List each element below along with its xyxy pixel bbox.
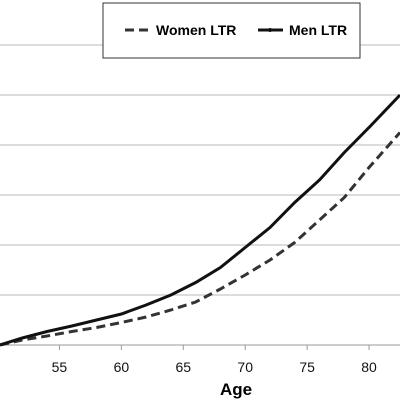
series-line-men-ltr (0, 93, 400, 347)
x-tick-label: 75 (299, 359, 315, 375)
x-tick-label: 80 (361, 359, 377, 375)
x-tick-label: 55 (52, 359, 68, 375)
gridlines (0, 44, 400, 296)
x-axis-label: Age (220, 380, 252, 399)
series-line-women-ltr (0, 131, 400, 347)
legend: Women LTR Men LTR (102, 2, 361, 59)
x-ticks: 55 60 65 70 75 80 (52, 345, 377, 375)
legend-label-men: Men LTR (289, 22, 347, 38)
x-tick-label: 60 (114, 359, 130, 375)
x-tick-label: 65 (175, 359, 191, 375)
legend-label-women: Women LTR (156, 22, 236, 38)
legend-marker-men (268, 28, 272, 32)
series-lines (0, 93, 400, 347)
x-tick-label: 70 (237, 359, 253, 375)
